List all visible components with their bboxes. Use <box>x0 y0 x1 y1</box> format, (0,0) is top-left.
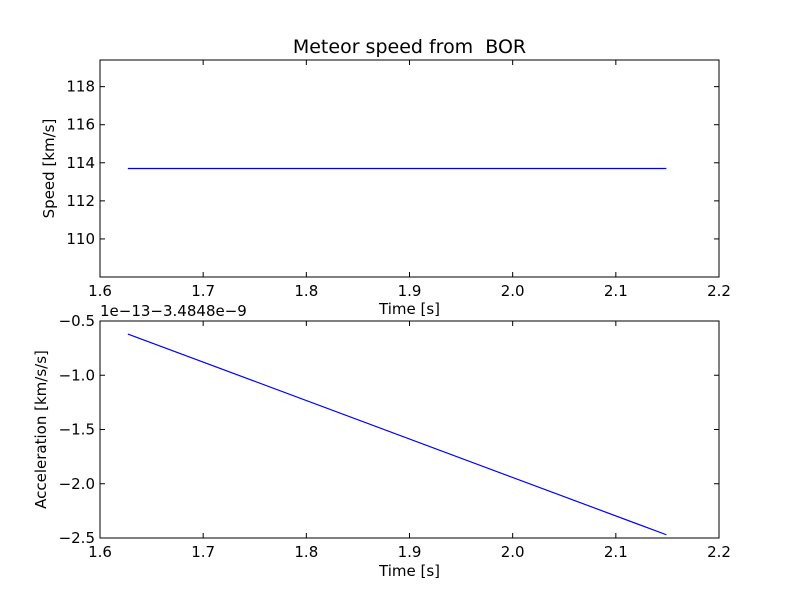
speed-x-tick-label: 2.0 <box>501 282 525 300</box>
acceleration-y-tick-label: −1.0 <box>59 366 95 384</box>
acceleration-x-tick-label: 2.1 <box>604 543 628 561</box>
acceleration-series-line <box>127 333 667 536</box>
speed-y-tick-label: 116 <box>66 116 95 134</box>
acceleration-axis-offset-label: 1e−13−3.4848e−9 <box>100 302 247 320</box>
speed-x-axis-label: Time [s] <box>378 300 440 318</box>
acceleration-x-tick-label: 2.0 <box>501 543 525 561</box>
acceleration-x-axis-label: Time [s] <box>378 562 440 580</box>
speed-x-tick-label: 2.2 <box>707 282 731 300</box>
acceleration-y-tick-label: −2.0 <box>59 475 95 493</box>
speed-tick-marks <box>99 60 720 277</box>
speed-subplot: 1.6 1.7 1.8 1.9 2.0 2.1 2.2 110 112 114 … <box>40 36 731 318</box>
speed-y-tick-labels: 110 112 114 116 118 <box>66 78 95 248</box>
acceleration-y-tick-label: −2.5 <box>59 529 95 547</box>
speed-y-tick-label: 114 <box>66 154 95 172</box>
acceleration-series-group <box>127 333 667 536</box>
speed-x-tick-label: 1.7 <box>191 282 215 300</box>
acceleration-subplot: 1.6 1.7 1.8 1.9 2.0 2.1 2.2 −2.5 −2.0 −1… <box>32 302 731 580</box>
speed-chart-title: Meteor speed from BOR <box>293 36 526 58</box>
acceleration-x-tick-label: 1.6 <box>88 543 112 561</box>
acceleration-plot-background <box>100 321 719 538</box>
speed-y-tick-label: 112 <box>66 192 95 210</box>
speed-x-tick-label: 1.6 <box>88 282 112 300</box>
speed-x-tick-label: 1.9 <box>398 282 422 300</box>
speed-y-tick-label: 110 <box>66 230 95 248</box>
acceleration-y-tick-label: −1.5 <box>59 421 95 439</box>
speed-x-tick-labels: 1.6 1.7 1.8 1.9 2.0 2.1 2.2 <box>88 282 731 300</box>
speed-y-axis-label: Speed [km/s] <box>40 119 58 219</box>
acceleration-y-tick-label: −0.5 <box>59 312 95 330</box>
acceleration-x-tick-labels: 1.6 1.7 1.8 1.9 2.0 2.1 2.2 <box>88 543 731 561</box>
acceleration-y-axis-label: Acceleration [km/s/s] <box>32 350 50 509</box>
acceleration-x-tick-label: 1.8 <box>294 543 318 561</box>
acceleration-y-tick-labels: −2.5 −2.0 −1.5 −1.0 −0.5 <box>59 312 95 547</box>
acceleration-x-tick-label: 1.7 <box>191 543 215 561</box>
acceleration-tick-marks <box>99 320 720 539</box>
acceleration-x-tick-label: 1.9 <box>398 543 422 561</box>
acceleration-x-tick-label: 2.2 <box>707 543 731 561</box>
speed-x-tick-label: 2.1 <box>604 282 628 300</box>
speed-y-tick-label: 118 <box>66 78 95 96</box>
speed-x-tick-label: 1.8 <box>294 282 318 300</box>
